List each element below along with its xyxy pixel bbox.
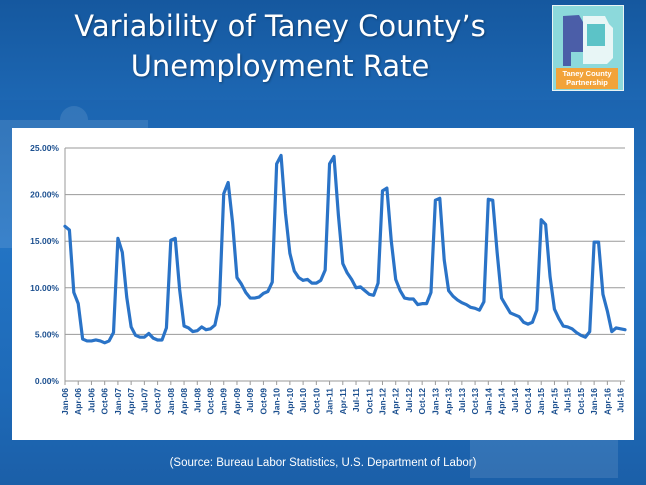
title-line-1: Variability of Taney County’s — [74, 9, 486, 43]
x-tick-label: Apr-10 — [285, 388, 295, 415]
y-tick-label: 10.00% — [30, 283, 59, 293]
x-tick-label: Oct-14 — [523, 388, 533, 415]
y-tick-label: 20.00% — [30, 190, 59, 200]
x-tick-label: Apr-08 — [179, 388, 189, 415]
x-tick-label: Jan-16 — [589, 388, 599, 415]
x-tick-label: Apr-12 — [391, 388, 401, 415]
x-tick-label: Jan-12 — [377, 388, 387, 415]
x-tick-label: Jan-14 — [483, 388, 493, 415]
x-tick-label: Jan-13 — [430, 388, 440, 415]
x-tick-label: Oct-11 — [364, 388, 374, 414]
x-tick-label: Jul-08 — [192, 388, 202, 413]
x-tick-label: Apr-16 — [602, 388, 612, 415]
x-tick-label: Apr-14 — [497, 388, 507, 415]
x-tick-label: Jul-07 — [139, 388, 149, 413]
x-tick-label: Jul-14 — [510, 388, 520, 413]
x-tick-label: Jul-06 — [86, 388, 96, 413]
source-note: (Source: Bureau Labor Statistics, U.S. D… — [169, 457, 477, 469]
chart-panel: 0.00% 5.00% 10.00% 15.00% 20.00% 25.00% Jan-06… — [12, 128, 634, 440]
x-tick-label: Oct-08 — [206, 388, 216, 415]
x-tick-label: Jul-12 — [404, 388, 414, 413]
y-tick-label: 5.00% — [35, 329, 60, 339]
x-tick-label: Jan-15 — [536, 388, 546, 415]
x-tick-label: Jul-16 — [616, 388, 626, 413]
x-tick-label: Jan-08 — [166, 388, 176, 415]
x-tick-label: Jan-11 — [325, 388, 335, 415]
x-tick-label: Oct-13 — [470, 388, 480, 415]
x-tick-label: Oct-09 — [258, 388, 268, 415]
x-tick-label: Apr-15 — [549, 388, 559, 415]
x-tick-label: Oct-06 — [100, 388, 110, 415]
logo-label: Taney County Partnership — [556, 68, 618, 89]
x-tick-label: Apr-13 — [444, 388, 454, 415]
title-band — [0, 0, 646, 100]
x-tick-label: Jan-06 — [60, 388, 70, 415]
missouri-map-icon — [553, 6, 623, 90]
x-tick-label: Oct-10 — [311, 388, 321, 415]
x-tick-label: Jan-07 — [113, 388, 123, 415]
logo-label-line-2: Partnership — [566, 78, 608, 87]
slide-title: Variability of Taney County’s Unemployme… — [0, 6, 560, 86]
x-tick-label: Jul-11 — [351, 388, 361, 412]
x-tick-label: Jan-10 — [272, 388, 282, 415]
x-tick-label: Jul-15 — [563, 388, 573, 413]
logo-label-line-1: Taney County — [562, 69, 612, 78]
x-tick-label: Jan-09 — [219, 388, 229, 415]
x-tick-label: Jul-09 — [245, 388, 255, 413]
x-tick-label: Apr-07 — [126, 388, 136, 415]
title-line-2: Unemployment Rate — [130, 49, 430, 83]
x-tick-label: Apr-11 — [338, 388, 348, 415]
partnership-logo: Taney County Partnership — [552, 5, 624, 91]
x-tick-label: Jul-13 — [457, 388, 467, 413]
unemployment-line-chart: 0.00% 5.00% 10.00% 15.00% 20.00% 25.00% Jan-06… — [30, 143, 627, 415]
x-tick-label: Apr-09 — [232, 388, 242, 415]
series-line-unemployment — [63, 153, 627, 345]
y-tick-label: 15.00% — [30, 236, 59, 246]
x-tick-label: Apr-06 — [73, 388, 83, 415]
x-tick-label: Oct-07 — [153, 388, 163, 415]
y-tick-label: 25.00% — [30, 143, 59, 153]
x-tick-label: Jul-10 — [298, 388, 308, 413]
x-tick-label: Oct-15 — [576, 388, 586, 415]
y-tick-label: 0.00% — [35, 376, 60, 386]
x-tick-label: Oct-12 — [417, 388, 427, 415]
